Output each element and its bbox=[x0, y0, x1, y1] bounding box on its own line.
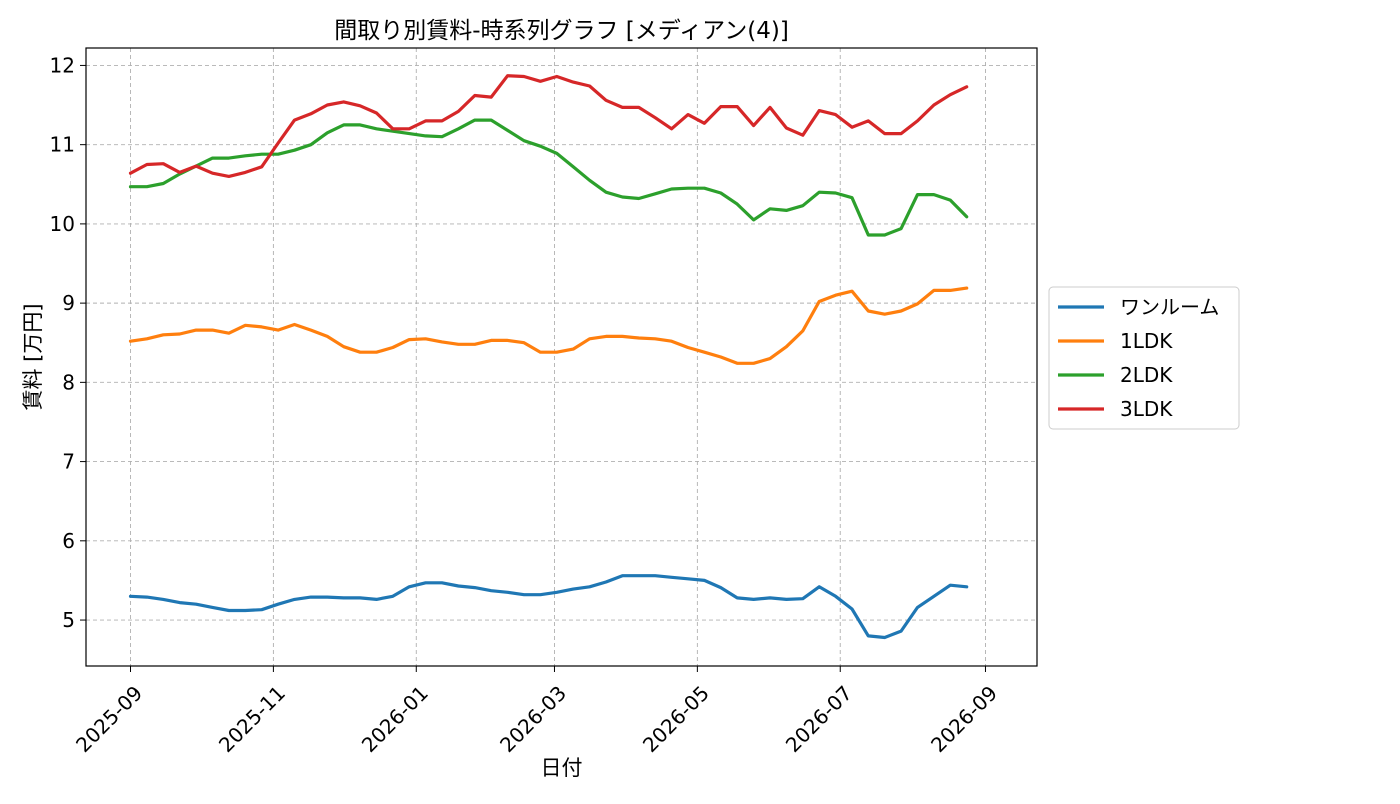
y-tick-label: 10 bbox=[50, 212, 75, 236]
y-tick-label: 11 bbox=[50, 133, 75, 157]
x-tick-label: 2026-09 bbox=[926, 681, 1002, 757]
series-line bbox=[128, 118, 969, 237]
x-tick-label: 2026-05 bbox=[638, 681, 714, 757]
y-tick-label: 7 bbox=[62, 450, 75, 474]
y-tick-label: 8 bbox=[62, 370, 75, 394]
x-tick-label: 2026-03 bbox=[495, 681, 571, 757]
y-tick-label: 5 bbox=[62, 608, 75, 632]
y-tick-label: 12 bbox=[50, 53, 75, 77]
x-tick-label: 2026-07 bbox=[781, 681, 857, 757]
legend-label: 1LDK bbox=[1120, 329, 1173, 353]
series-line bbox=[128, 574, 969, 640]
x-axis-label: 日付 bbox=[541, 756, 583, 780]
series-line bbox=[128, 74, 969, 178]
legend-label: 3LDK bbox=[1120, 397, 1173, 421]
legend: ワンルーム 1LDK 2LDK 3LDK bbox=[1048, 286, 1240, 430]
chart-title: 間取り別賃料-時系列グラフ [メディアン(4)] bbox=[334, 18, 789, 44]
y-axis-label: 賃料 [万円] bbox=[21, 303, 45, 410]
x-tick-label: 2026-01 bbox=[357, 681, 433, 757]
y-tick-label: 9 bbox=[62, 291, 75, 315]
grid-layer bbox=[86, 48, 1037, 666]
x-tick-label: 2025-09 bbox=[71, 681, 147, 757]
plot-area-frame bbox=[85, 47, 1038, 667]
legend-label: 2LDK bbox=[1120, 363, 1173, 387]
x-tick-label: 2025-11 bbox=[214, 681, 290, 757]
y-tick-label: 6 bbox=[62, 529, 75, 553]
legend-box bbox=[1048, 286, 1240, 430]
series-layer bbox=[128, 74, 969, 640]
series-line bbox=[128, 286, 969, 365]
ticks-layer: 5 6 7 8 9 10 11 12 2025-09 2025-11 2026-01 2026-03 2… bbox=[50, 53, 1003, 757]
legend-label: ワンルーム bbox=[1120, 295, 1219, 319]
